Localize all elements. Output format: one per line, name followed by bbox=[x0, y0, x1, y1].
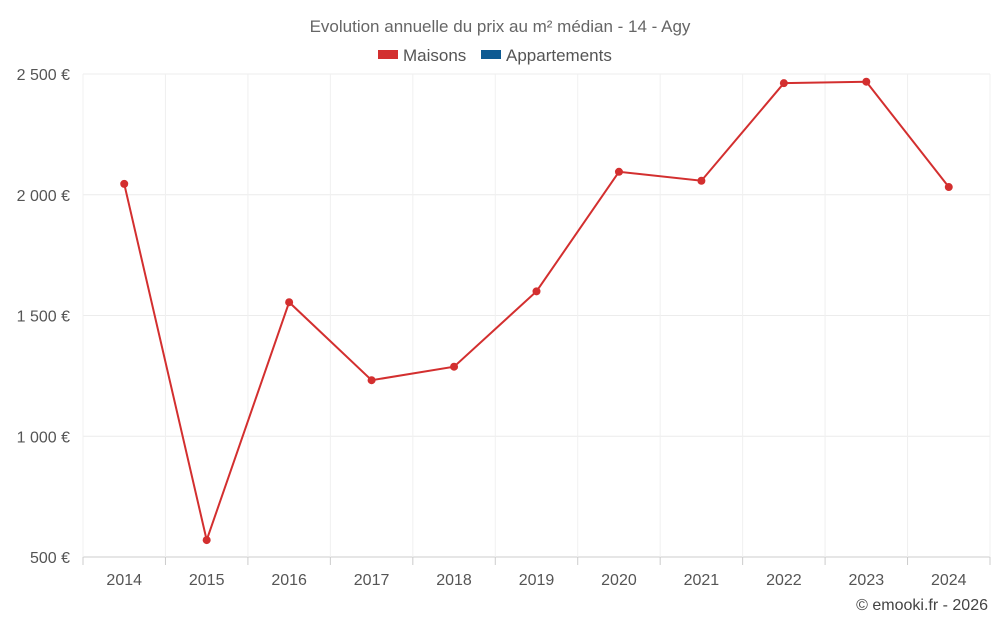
x-tick-label: 2019 bbox=[519, 572, 555, 589]
y-axis: 500 € 1 000 € 1 500 € 2 000 € 2 500 € bbox=[17, 67, 70, 567]
x-tick-label: 2021 bbox=[684, 572, 720, 589]
x-tick-label: 2016 bbox=[271, 572, 307, 589]
data-point[interactable] bbox=[944, 183, 953, 192]
legend-item-maisons[interactable]: Maisons bbox=[378, 46, 466, 65]
data-point[interactable] bbox=[202, 536, 211, 545]
y-tick-label: 2 500 € bbox=[17, 67, 70, 84]
x-tick-label: 2020 bbox=[601, 572, 637, 589]
data-point[interactable] bbox=[697, 176, 706, 185]
data-point[interactable] bbox=[532, 287, 541, 296]
x-tick-label: 2023 bbox=[849, 572, 885, 589]
data-point[interactable] bbox=[779, 79, 788, 88]
x-tick-label: 2018 bbox=[436, 572, 472, 589]
x-tick-label: 2014 bbox=[106, 572, 142, 589]
legend-swatch-maisons bbox=[378, 50, 398, 59]
legend-item-appartements[interactable]: Appartements bbox=[481, 46, 612, 65]
credit-text: © emooki.fr - 2026 bbox=[856, 597, 988, 614]
legend-swatch-appartements bbox=[481, 50, 501, 59]
data-point[interactable] bbox=[450, 362, 459, 371]
data-point[interactable] bbox=[285, 298, 294, 307]
x-axis: 2014 2015 2016 2017 2018 2019 2020 2021 2022 2023… bbox=[82, 557, 991, 589]
x-tick-label: 2015 bbox=[189, 572, 225, 589]
y-tick-label: 2 000 € bbox=[17, 188, 70, 205]
chart-title: Evolution annuelle du prix au m² médian … bbox=[310, 17, 691, 36]
data-point[interactable] bbox=[367, 376, 376, 385]
x-tick-label: 2017 bbox=[354, 572, 390, 589]
gridlines bbox=[82, 73, 991, 558]
legend-label-maisons: Maisons bbox=[403, 46, 466, 65]
y-tick-label: 1 000 € bbox=[17, 429, 70, 446]
y-tick-label: 1 500 € bbox=[17, 309, 70, 326]
data-point[interactable] bbox=[120, 179, 129, 188]
data-point[interactable] bbox=[862, 77, 871, 86]
y-tick-label: 500 € bbox=[30, 550, 70, 567]
x-tick-label: 2022 bbox=[766, 572, 802, 589]
legend: Maisons Appartements bbox=[378, 46, 612, 65]
series-maisons bbox=[120, 77, 953, 545]
legend-label-appartements: Appartements bbox=[506, 46, 612, 65]
data-point[interactable] bbox=[614, 167, 623, 176]
x-tick-label: 2024 bbox=[931, 572, 967, 589]
